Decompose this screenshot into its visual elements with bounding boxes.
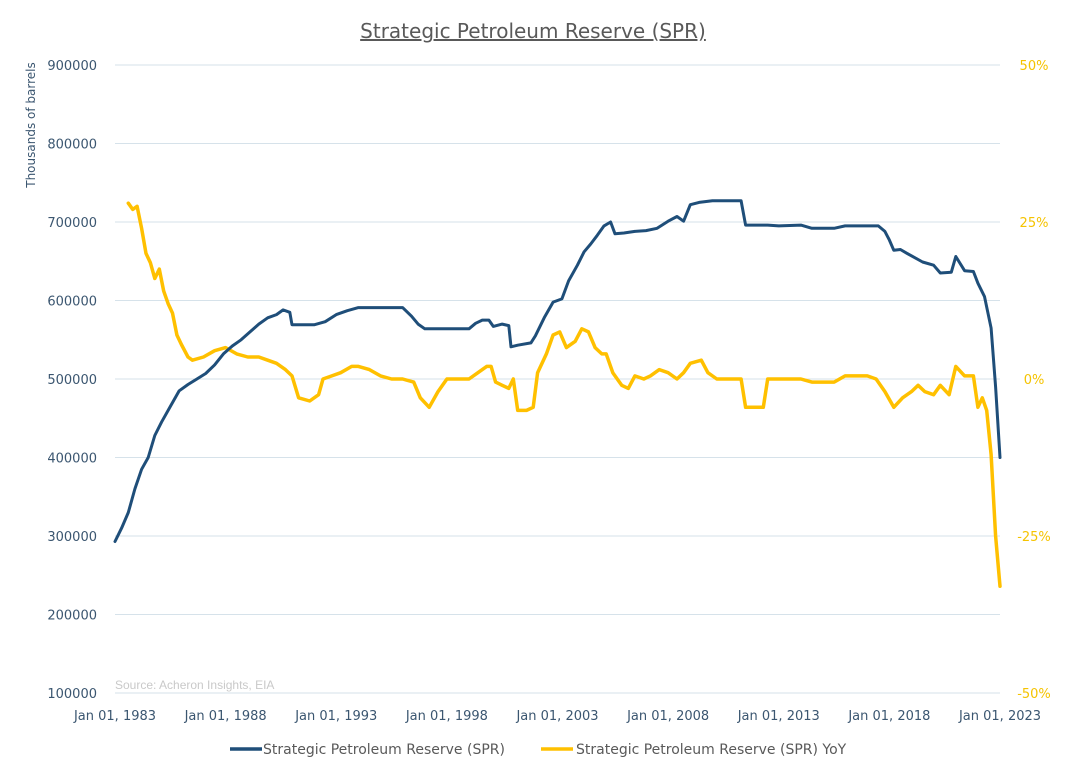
y-right-tick-label: 0% <box>1024 373 1045 388</box>
y-left-tick-label: 500000 <box>47 373 97 388</box>
source-note: Source: Acheron Insights, EIA <box>115 678 274 692</box>
x-tick-label: Jan 01, 2013 <box>737 709 820 724</box>
x-tick-label: Jan 01, 1983 <box>73 709 156 724</box>
x-tick-label: Jan 01, 1988 <box>184 709 267 724</box>
legend: Strategic Petroleum Reserve (SPR) Strateg… <box>230 742 847 758</box>
x-tick-label: Jan 01, 1998 <box>405 709 488 724</box>
x-tick-label: Jan 01, 2018 <box>847 709 930 724</box>
y-left-tick-label: 900000 <box>47 59 97 74</box>
y-left-tick-label: 400000 <box>47 452 97 467</box>
y-axis-label: Thousands of barrels <box>24 62 38 189</box>
series-lines <box>113 199 1002 588</box>
y-left-tick-label: 100000 <box>47 687 97 702</box>
y-right-tick-label: -50% <box>1017 687 1051 702</box>
y-left-tick-label: 700000 <box>47 216 97 231</box>
y-right-tick-label: 50% <box>1020 59 1049 74</box>
y-right-tick-label: 25% <box>1020 216 1049 231</box>
x-tick-label: Jan 01, 2008 <box>626 709 709 724</box>
legend-label-1: Strategic Petroleum Reserve (SPR) YoY <box>576 742 847 758</box>
series-line-1 <box>126 201 1002 588</box>
x-tick-label: Jan 01, 2003 <box>515 709 598 724</box>
gridlines <box>115 64 1000 694</box>
x-tick-label: Jan 01, 1993 <box>294 709 377 724</box>
x-axis: Jan 01, 1983 Jan 01, 1988 Jan 01, 1993 Jan … <box>73 709 1041 724</box>
y-left-tick-label: 200000 <box>47 609 97 624</box>
left-axis: 100000 200000 300000 400000 500000 600000 7000… <box>47 59 97 702</box>
legend-label-0: Strategic Petroleum Reserve (SPR) <box>263 742 505 758</box>
y-left-tick-label: 800000 <box>47 138 97 153</box>
x-tick-label: Jan 01, 2023 <box>958 709 1041 724</box>
y-left-tick-label: 600000 <box>47 295 97 310</box>
chart-title: Strategic Petroleum Reserve (SPR) <box>360 19 706 43</box>
y-right-tick-label: -25% <box>1017 530 1051 545</box>
right-axis: -50% -25% 0% 25% 50% <box>1017 59 1051 702</box>
y-left-tick-label: 300000 <box>47 530 97 545</box>
series-line-0 <box>113 199 1002 543</box>
